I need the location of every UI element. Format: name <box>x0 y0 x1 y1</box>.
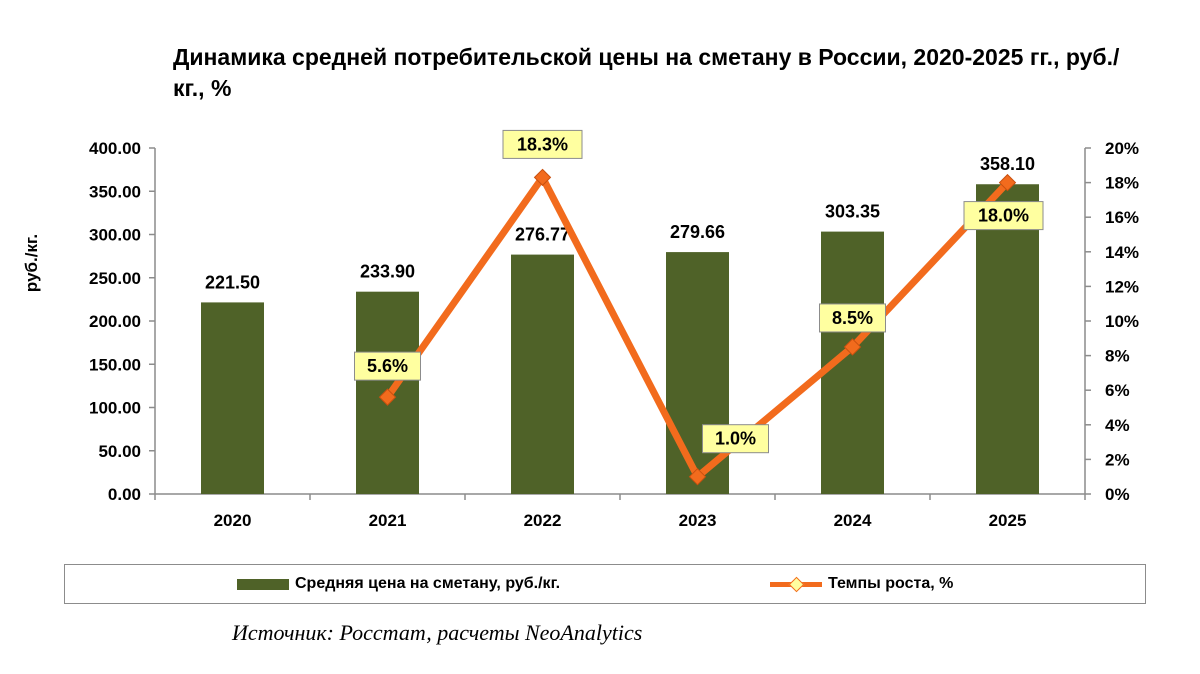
bar <box>976 184 1039 494</box>
y2-tick-label: 14% <box>1105 243 1139 262</box>
growth-label-text: 5.6% <box>367 356 408 376</box>
y2-tick-label: 6% <box>1105 381 1130 400</box>
growth-label-box <box>963 201 1044 231</box>
y-tick-label: 200.00 <box>89 312 141 331</box>
y-tick-label: 0.00 <box>108 485 141 504</box>
y-tick-label: 250.00 <box>89 269 141 288</box>
source-note: Источник: Росстат, расчеты NeoAnalytics <box>232 620 643 645</box>
legend-line-swatch <box>770 575 822 593</box>
bar <box>511 254 574 494</box>
y-tick-label: 150.00 <box>89 355 141 374</box>
growth-label: 8.5% <box>819 303 886 333</box>
y2-tick-label: 18% <box>1105 174 1139 193</box>
growth-label-text: 18.0% <box>978 206 1029 226</box>
y-tick-label: 300.00 <box>89 226 141 245</box>
y-tick-label: 50.00 <box>98 442 141 461</box>
x-tick-label: 2021 <box>369 511 407 530</box>
x-tick-label: 2025 <box>989 511 1027 530</box>
bar-value-label: 221.50 <box>205 272 260 292</box>
growth-point <box>533 168 552 187</box>
growth-label-box <box>502 129 583 159</box>
growth-point <box>998 173 1017 192</box>
bar-value-label: 276.77 <box>515 225 570 245</box>
legend-item-growth: Темпы роста, % <box>770 565 953 603</box>
growth-label-box <box>354 351 421 381</box>
chart-title: Динамика средней потребительской цены на… <box>173 44 1120 101</box>
chart-plot: 0.00 50.00 100.00 150.00 200.00 250.00 300.00 3… <box>22 129 1139 530</box>
y-axis-title: руб./кг. <box>22 234 41 292</box>
legend-label-price: Средняя цена на сметану, руб./кг. <box>295 575 561 592</box>
y2-tick-label: 2% <box>1105 450 1130 469</box>
y2-tick-label: 16% <box>1105 208 1139 227</box>
y2-tick-label: 10% <box>1105 312 1139 331</box>
legend-bar-swatch <box>237 578 289 590</box>
growth-point <box>688 467 707 486</box>
y2-tick-label: 8% <box>1105 347 1130 366</box>
legend-label-growth: Темпы роста, % <box>828 575 954 592</box>
growth-label-text: 8.5% <box>832 308 873 328</box>
bar-value-label: 233.90 <box>360 262 415 282</box>
y-tick-label: 100.00 <box>89 399 141 418</box>
growth-label: 18.0% <box>963 201 1044 231</box>
bar <box>666 252 729 494</box>
bar-value-label: 303.35 <box>825 202 880 222</box>
growth-label: 5.6% <box>354 351 421 381</box>
x-tick-label: 2024 <box>834 511 872 530</box>
growth-point <box>378 388 397 406</box>
legend-item-price: Средняя цена на сметану, руб./кг. <box>237 565 560 603</box>
growth-label-box <box>819 303 886 333</box>
y2-tick-label: 12% <box>1105 277 1139 296</box>
y-tick-label: 400.00 <box>89 139 141 158</box>
bar-value-label: 279.66 <box>670 222 725 242</box>
x-tick-label: 2022 <box>524 511 562 530</box>
growth-label: 18.3% <box>502 129 583 159</box>
growth-label-box <box>702 424 769 454</box>
bar-value-label: 358.10 <box>980 154 1035 174</box>
legend: Средняя цена на сметану, руб./кг. Темпы … <box>64 564 1146 604</box>
y2-tick-label: 0% <box>1105 485 1130 504</box>
growth-point <box>843 338 862 356</box>
growth-label-text: 18.3% <box>517 134 568 154</box>
x-tick-label: 2023 <box>679 511 717 530</box>
x-tick-label: 2020 <box>214 511 252 530</box>
bar <box>201 302 264 494</box>
y-tick-label: 350.00 <box>89 182 141 201</box>
y2-tick-label: 20% <box>1105 139 1139 158</box>
y2-tick-label: 4% <box>1105 416 1130 435</box>
growth-label: 1.0% <box>702 424 769 454</box>
growth-label-text: 1.0% <box>715 429 756 449</box>
